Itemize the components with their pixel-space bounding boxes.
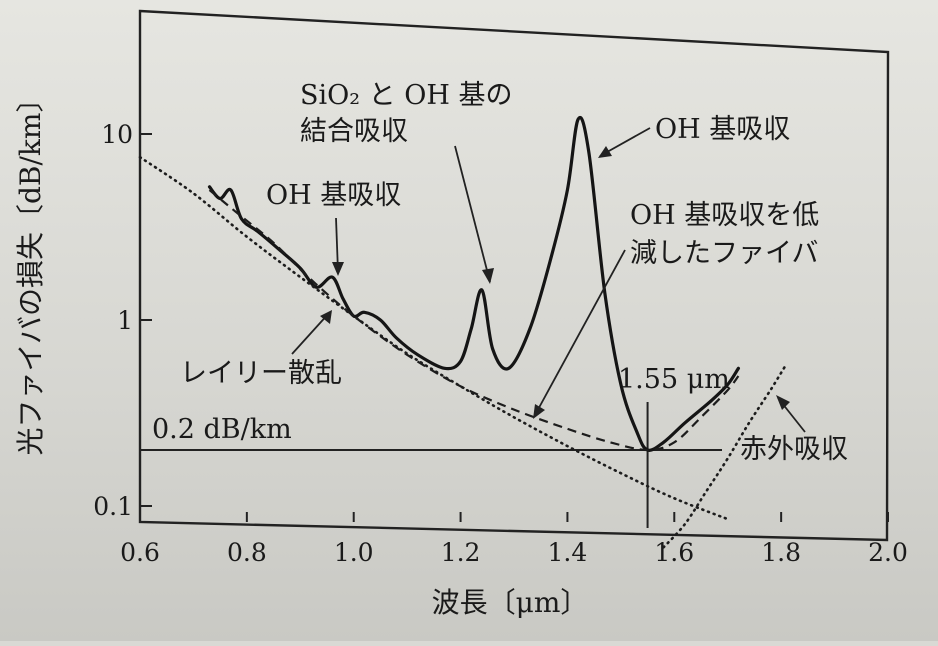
chart-marks: 0.6 0.8 1.0 1.2 1.4 1.6 1.8 2.0 0.1 1 10	[93, 116, 908, 567]
annotation-rayleigh: レイリー散乱	[180, 358, 342, 389]
y-tick-label-0: 0.1	[93, 492, 133, 521]
arrowhead-infrared	[776, 395, 790, 410]
leader-reduced-fiber	[534, 249, 626, 416]
series-infrared-absorption	[662, 362, 788, 549]
x-tick-label-6: 1.8	[761, 538, 801, 567]
leader-rayleigh	[291, 311, 331, 355]
arrowhead-rayleigh	[320, 310, 332, 324]
annotation-oh-absorption-2: OH 基吸収	[655, 114, 790, 145]
x-tick-label-5: 1.6	[654, 538, 694, 567]
ref-label-02dbkm: 0.2 dB/km	[152, 414, 292, 445]
arrowhead-oh-1	[332, 262, 344, 276]
x-tick-label-3: 1.2	[441, 538, 481, 567]
arrowhead-sio2-oh	[482, 268, 494, 284]
annotation-sio2-oh-line1: SiO₂ と OH 基の	[300, 80, 513, 111]
series-rayleigh-scattering	[138, 155, 729, 521]
x-tick-label-4: 1.4	[548, 538, 588, 567]
arrowhead-oh-2	[598, 146, 612, 158]
annotation-sio2-oh-line2: 結合吸収	[300, 116, 408, 147]
y-tick-label-2: 10	[101, 120, 133, 149]
x-axis-label: 波長〔μm〕	[432, 586, 589, 619]
plot-frame	[138, 9, 890, 542]
annotation-infrared: 赤外吸収	[740, 434, 848, 465]
ref-label-155um: 1.55 μm	[618, 364, 730, 395]
y-axis-label: 光ファイバの損失〔dB/km〕	[14, 85, 47, 456]
leader-sio2-oh	[454, 145, 491, 283]
series-measured-loss	[207, 116, 740, 452]
y-tick-label-1: 1	[117, 306, 133, 335]
leader-arrowheads	[320, 146, 790, 419]
annotation-reduced-fiber-line1: OH 基吸収を低	[630, 200, 819, 231]
x-tick-label-1: 0.8	[227, 538, 267, 567]
x-tick-label-0: 0.6	[120, 538, 160, 567]
arrowhead-reduced-fiber	[533, 404, 545, 419]
series-reduced-oh-fiber	[208, 189, 740, 452]
annotation-reduced-fiber-line2: 減したファイバ	[630, 238, 818, 269]
x-tick-label-2: 1.0	[334, 538, 374, 567]
x-tick-label-7: 2.0	[868, 538, 908, 567]
annotation-oh-absorption-1: OH 基吸収	[266, 180, 401, 211]
